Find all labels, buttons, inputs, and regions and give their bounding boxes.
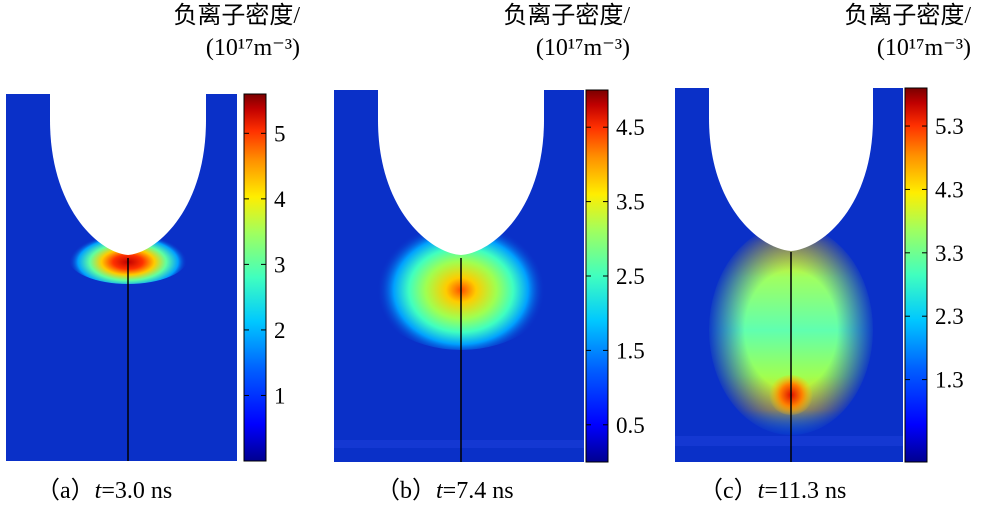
colorbar-unit-b: (10¹⁷m⁻³) — [535, 35, 630, 61]
colorbar-c — [904, 87, 928, 463]
colorbar-tick-label-c: 1.3 — [935, 368, 964, 393]
caption-a: （a）t=3.0 ns — [36, 470, 172, 505]
panel-c: 负离子密度/ (10¹⁷m⁻³) — [663, 0, 993, 505]
heatmap-a: 1 2 3 4 5 — [6, 93, 286, 462]
colorbar-a — [243, 93, 267, 462]
colorbar-tick-label-a: 5 — [274, 121, 286, 146]
panel-a: 负离子密度/ (10¹⁷m⁻³) 1 2 3 4 5 （a）t=3.0 ns — [0, 0, 330, 505]
colorbar-title-text-a: 负离子密度/ — [173, 3, 300, 29]
colorbar-ticks-c: 1.3 2.3 3.3 4.3 5.3 — [905, 114, 964, 393]
colorbar-title-b: 负离子密度/ (10¹⁷m⁻³) — [503, 0, 630, 64]
bottom-band-b — [334, 440, 584, 448]
caption-value-b: =7.4 ns — [442, 478, 514, 504]
colorbar-tick-label-c: 3.3 — [935, 241, 964, 266]
caption-c: （c）t=11.3 ns — [699, 470, 846, 505]
colorbar-title-text-b: 负离子密度/ — [503, 3, 630, 29]
colorbar-tick-label-a: 1 — [274, 383, 286, 408]
colorbar-tick-label-a: 3 — [274, 252, 286, 277]
electrode-c — [709, 88, 873, 251]
colorbar-tick-label-c: 2.3 — [935, 304, 964, 329]
caption-value-a: =3.0 ns — [101, 478, 173, 504]
colorbar-tick-label-a: 4 — [274, 187, 286, 212]
colorbar-ticks-b: 0.5 1.5 2.5 3.5 4.5 — [586, 115, 645, 438]
colorbar-title-c: 负离子密度/ (10¹⁷m⁻³) — [844, 0, 971, 64]
caption-var-b: t — [436, 478, 443, 504]
heatmap-b: 0.5 1.5 2.5 3.5 4.5 — [334, 89, 645, 463]
colorbar-tick-label-b: 1.5 — [616, 338, 645, 363]
electrode-b — [378, 90, 544, 255]
caption-var-c: t — [757, 478, 765, 504]
colorbar-tick-label-b: 2.5 — [616, 264, 645, 289]
colorbar-tick-label-b: 4.5 — [616, 115, 645, 140]
colorbar-tick-label-c: 5.3 — [935, 114, 964, 139]
heatmap-c: 1.3 2.3 3.3 4.3 5.3 — [675, 87, 964, 463]
colorbar-tick-label-a: 2 — [274, 318, 286, 343]
colorbar-title-a: 负离子密度/ (10¹⁷m⁻³) — [173, 0, 300, 64]
panel-b: 负离子密度/ (10¹⁷m⁻³) 0.5 1.5 2.5 3.5 4.5 （b）t=7.… — [330, 0, 660, 505]
caption-prefix-c: （c） — [699, 478, 758, 504]
electrode-a — [50, 94, 206, 255]
caption-prefix-a: （a） — [36, 478, 95, 504]
colorbar-tick-label-b: 3.5 — [616, 190, 645, 215]
caption-prefix-b: （b） — [376, 478, 436, 504]
colorbar-title-text-c: 负离子密度/ — [844, 3, 971, 29]
colorbar-ticks-a: 1 2 3 4 5 — [244, 121, 286, 408]
caption-var-a: t — [94, 478, 102, 504]
caption-value-c: =11.3 ns — [764, 478, 847, 504]
colorbar-tick-label-c: 4.3 — [935, 177, 964, 202]
colorbar-tick-label-b: 0.5 — [616, 413, 645, 438]
bottom-band-c — [675, 436, 903, 446]
caption-b: （b）t=7.4 ns — [376, 470, 514, 505]
colorbar-unit-a: (10¹⁷m⁻³) — [205, 35, 300, 61]
colorbar-unit-c: (10¹⁷m⁻³) — [876, 35, 971, 61]
